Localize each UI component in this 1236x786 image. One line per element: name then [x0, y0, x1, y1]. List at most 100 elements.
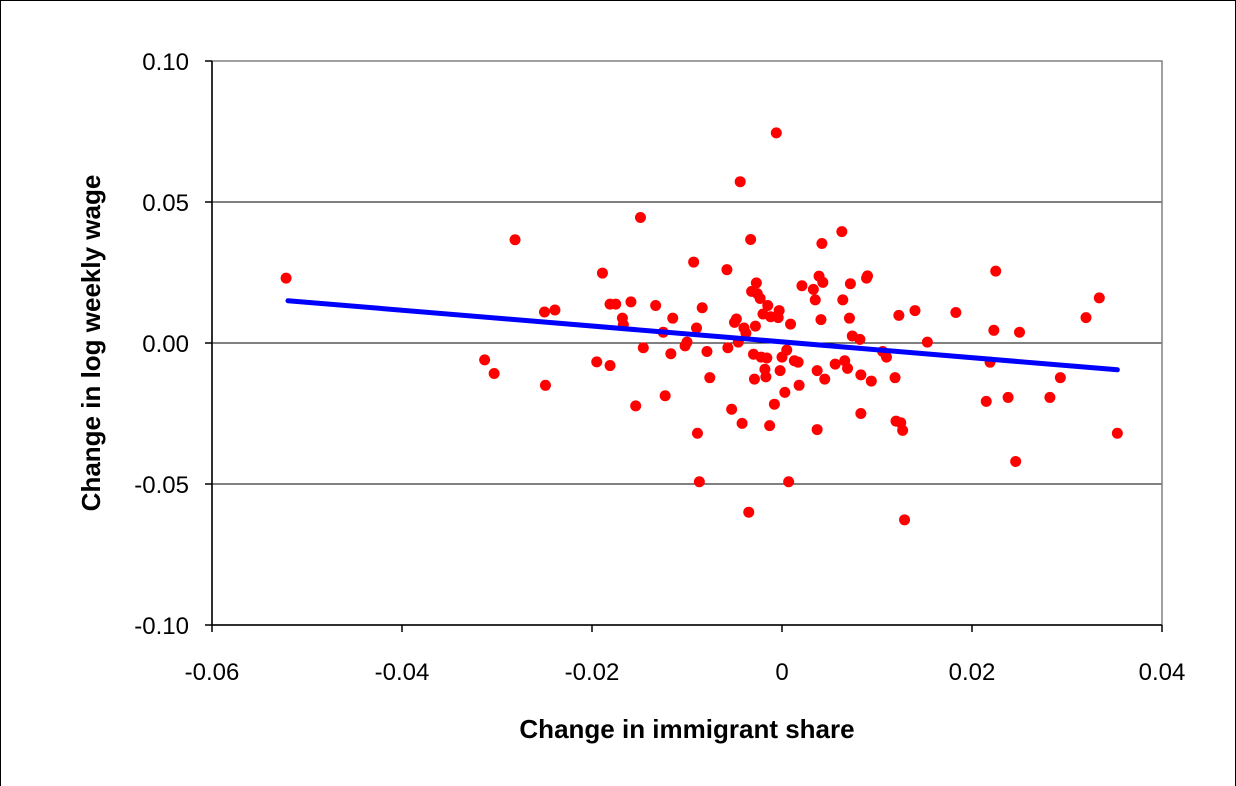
data-point	[750, 277, 762, 289]
data-point	[665, 348, 677, 360]
axes	[205, 60, 1163, 632]
data-point	[745, 234, 757, 246]
data-point	[792, 356, 804, 368]
data-point	[591, 356, 603, 368]
data-point	[770, 127, 782, 139]
data-point	[691, 427, 703, 439]
data-point	[779, 386, 791, 398]
data-point	[630, 400, 642, 412]
data-point	[736, 417, 748, 429]
data-point	[796, 280, 808, 292]
data-point	[760, 371, 772, 383]
data-point	[768, 398, 780, 410]
x-tick-label: -0.06	[185, 659, 240, 686]
data-point	[1010, 455, 1022, 467]
data-point	[829, 358, 841, 370]
y-tick-label: -0.05	[134, 472, 189, 499]
data-point	[596, 267, 608, 279]
data-point	[889, 372, 901, 384]
data-point	[1054, 372, 1066, 384]
data-point	[625, 296, 637, 308]
data-point	[844, 278, 856, 290]
y-axis-title: Change in log weekly wage	[76, 175, 106, 512]
data-point	[730, 313, 742, 325]
data-point	[811, 365, 823, 377]
regression-line	[285, 298, 1120, 373]
y-tick-label: 0.10	[142, 49, 189, 76]
data-point	[774, 365, 786, 377]
data-point	[704, 372, 716, 384]
data-point	[817, 276, 829, 288]
data-point	[1111, 427, 1123, 439]
data-point	[762, 299, 774, 311]
y-tick-label: 0.05	[142, 190, 189, 217]
data-point	[893, 309, 905, 321]
data-point	[748, 373, 760, 385]
x-tick-label: -0.04	[375, 659, 430, 686]
data-point	[815, 314, 827, 326]
data-point	[881, 351, 892, 363]
data-point	[634, 212, 646, 224]
data-point	[1080, 312, 1092, 324]
data-point	[783, 476, 795, 488]
y-tick-label: -0.10	[134, 613, 189, 640]
data-point	[726, 403, 738, 415]
y-tick-labels: -0.10 -0.05 0.00 0.05 0.10	[134, 49, 189, 640]
data-point	[865, 375, 877, 387]
data-point	[280, 272, 292, 284]
x-tick-label: 0.04	[1139, 659, 1186, 686]
data-point	[749, 320, 761, 332]
y-tick-label: 0.00	[142, 331, 189, 358]
data-point	[693, 476, 705, 488]
x-tick-labels: -0.06 -0.04 -0.02 0 0.02 0.04	[185, 659, 1186, 686]
x-axis-title: Change in immigrant share	[519, 714, 854, 744]
x-tick-label: 0	[775, 659, 788, 686]
data-point	[809, 294, 821, 306]
data-point	[793, 379, 805, 391]
data-point	[837, 294, 849, 306]
data-point	[754, 292, 766, 304]
data-point	[701, 345, 713, 357]
data-point	[899, 514, 911, 526]
data-point	[773, 305, 785, 317]
data-point	[659, 390, 671, 402]
data-point	[722, 342, 734, 354]
data-point	[1093, 292, 1105, 304]
data-point	[721, 264, 733, 276]
data-point	[1002, 391, 1014, 403]
data-point	[688, 256, 700, 268]
data-point	[836, 226, 848, 238]
data-point	[781, 344, 793, 356]
data-point	[681, 336, 693, 348]
data-point	[811, 424, 823, 436]
data-point	[610, 298, 622, 310]
data-point	[807, 283, 819, 295]
data-point	[980, 395, 992, 407]
data-point	[819, 373, 831, 385]
data-point	[650, 299, 662, 311]
data-point	[855, 408, 867, 419]
data-point	[509, 234, 521, 246]
data-point	[854, 333, 866, 345]
data-point	[862, 270, 873, 282]
data-point	[988, 324, 1000, 336]
data-point	[764, 420, 776, 432]
data-point	[740, 327, 752, 339]
data-point	[855, 369, 867, 381]
data-point	[637, 342, 649, 354]
data-point	[667, 312, 679, 324]
data-point	[761, 352, 773, 364]
data-point	[816, 237, 828, 249]
data-point	[897, 424, 909, 436]
data-points	[280, 127, 1123, 526]
data-point	[1014, 326, 1025, 338]
data-point	[743, 506, 755, 518]
data-point	[539, 379, 551, 391]
data-point	[539, 306, 550, 318]
data-point	[950, 307, 962, 319]
data-point	[921, 336, 933, 348]
x-tick-label: 0.02	[949, 659, 996, 686]
data-point	[842, 362, 854, 374]
data-point	[843, 312, 855, 324]
